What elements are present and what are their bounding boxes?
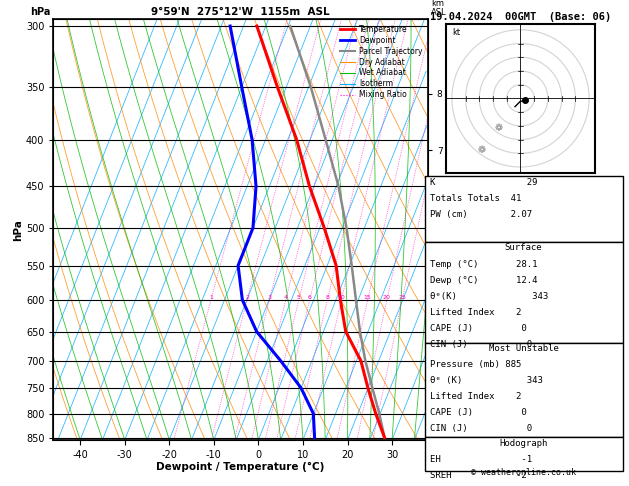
Text: Lifted Index    2: Lifted Index 2 (430, 392, 521, 401)
Text: θᵉ(K)              343: θᵉ(K) 343 (430, 292, 548, 301)
Text: CIN (J)           0: CIN (J) 0 (430, 424, 532, 434)
Text: 10: 10 (338, 295, 345, 300)
Text: CAPE (J)         0: CAPE (J) 0 (430, 324, 526, 333)
X-axis label: Dewpoint / Temperature (°C): Dewpoint / Temperature (°C) (157, 462, 325, 472)
Text: K                 29: K 29 (430, 178, 537, 188)
Y-axis label: hPa: hPa (13, 219, 23, 241)
Text: kt: kt (452, 28, 460, 37)
Text: 5: 5 (297, 295, 301, 300)
Text: Hodograph: Hodograph (499, 439, 548, 448)
Text: Surface: Surface (505, 243, 542, 253)
Text: SREH            -2: SREH -2 (430, 471, 526, 480)
Text: 6: 6 (308, 295, 311, 300)
Text: LCL: LCL (435, 356, 450, 365)
Text: 1: 1 (209, 295, 213, 300)
Text: PW (cm)        2.07: PW (cm) 2.07 (430, 210, 532, 220)
Text: CAPE (J)         0: CAPE (J) 0 (430, 408, 526, 417)
Text: 3: 3 (267, 295, 271, 300)
Text: 8: 8 (325, 295, 330, 300)
Text: 2: 2 (245, 295, 249, 300)
Text: 20: 20 (383, 295, 391, 300)
Text: 19.04.2024  00GMT  (Base: 06): 19.04.2024 00GMT (Base: 06) (430, 12, 611, 22)
Text: Pressure (mb) 885: Pressure (mb) 885 (430, 360, 521, 369)
Y-axis label: Mixing Ratio (g/kg): Mixing Ratio (g/kg) (453, 187, 462, 273)
Text: Most Unstable: Most Unstable (489, 344, 559, 353)
Text: 9°59'N  275°12'W  1155m  ASL: 9°59'N 275°12'W 1155m ASL (152, 7, 330, 17)
Legend: Temperature, Dewpoint, Parcel Trajectory, Dry Adiabat, Wet Adiabat, Isotherm, Mi: Temperature, Dewpoint, Parcel Trajectory… (338, 23, 424, 101)
Text: EH               -1: EH -1 (430, 455, 532, 464)
Text: θᵉ (K)            343: θᵉ (K) 343 (430, 376, 542, 385)
Text: ❁: ❁ (494, 123, 503, 133)
Text: Totals Totals  41: Totals Totals 41 (430, 194, 521, 204)
Text: ❁: ❁ (478, 145, 486, 156)
Text: Lifted Index    2: Lifted Index 2 (430, 308, 521, 317)
Text: Dewp (°C)       12.4: Dewp (°C) 12.4 (430, 276, 537, 285)
Text: Temp (°C)       28.1: Temp (°C) 28.1 (430, 260, 537, 269)
Text: 4: 4 (284, 295, 287, 300)
Text: km
ASL: km ASL (431, 0, 447, 17)
Text: 15: 15 (364, 295, 372, 300)
Text: © weatheronline.co.uk: © weatheronline.co.uk (471, 468, 576, 477)
Text: 25: 25 (398, 295, 406, 300)
Text: hPa: hPa (30, 7, 50, 17)
Text: CIN (J)           0: CIN (J) 0 (430, 340, 532, 349)
